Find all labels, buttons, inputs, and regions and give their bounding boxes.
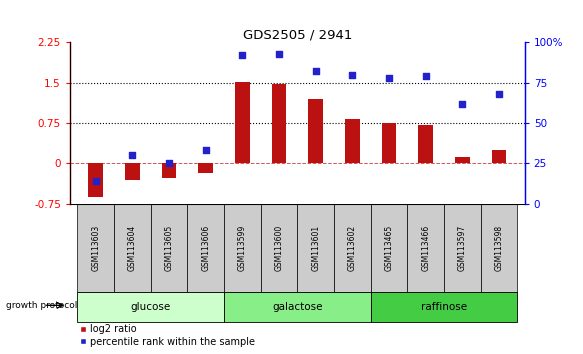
Text: GSM113598: GSM113598 — [494, 225, 504, 271]
Point — [384, 75, 394, 81]
Bar — [235, 82, 250, 163]
Text: GSM113603: GSM113603 — [91, 225, 100, 271]
Point — [458, 101, 467, 107]
Bar — [491, 150, 507, 163]
Text: galactose: galactose — [272, 302, 322, 312]
Bar — [308, 99, 323, 163]
Text: GSM113599: GSM113599 — [238, 225, 247, 271]
Point — [128, 152, 137, 158]
Bar — [334, 204, 371, 292]
Bar — [297, 204, 334, 292]
Bar — [224, 292, 371, 322]
Title: GDS2505 / 2941: GDS2505 / 2941 — [243, 28, 352, 41]
Point — [164, 160, 174, 166]
Text: GSM113605: GSM113605 — [164, 225, 174, 271]
Bar — [382, 123, 396, 163]
Text: GSM113600: GSM113600 — [275, 225, 283, 271]
Bar — [198, 163, 213, 173]
Bar — [419, 125, 433, 163]
Point — [421, 74, 430, 79]
Point — [347, 72, 357, 78]
Legend: log2 ratio, percentile rank within the sample: log2 ratio, percentile rank within the s… — [75, 320, 259, 351]
Bar — [481, 204, 517, 292]
Point — [275, 51, 284, 57]
Text: GSM113602: GSM113602 — [348, 225, 357, 271]
Bar — [88, 163, 103, 196]
Bar — [187, 204, 224, 292]
Bar — [272, 84, 286, 163]
Text: GSM113606: GSM113606 — [201, 225, 210, 271]
Bar — [261, 204, 297, 292]
Bar — [150, 204, 187, 292]
Point — [311, 69, 320, 74]
Bar — [371, 292, 517, 322]
Point — [494, 91, 504, 97]
Text: GSM113597: GSM113597 — [458, 225, 467, 271]
Point — [201, 148, 210, 153]
Bar — [371, 204, 408, 292]
Text: raffinose: raffinose — [421, 302, 467, 312]
Bar — [114, 204, 150, 292]
Text: growth protocol: growth protocol — [6, 301, 77, 310]
Bar — [78, 292, 224, 322]
Text: GSM113465: GSM113465 — [385, 225, 394, 271]
Bar — [408, 204, 444, 292]
Text: glucose: glucose — [131, 302, 171, 312]
Text: GSM113604: GSM113604 — [128, 225, 137, 271]
Bar — [345, 119, 360, 163]
Bar — [78, 204, 114, 292]
Point — [91, 178, 100, 184]
Bar — [125, 163, 140, 181]
Bar — [444, 204, 481, 292]
Point — [238, 52, 247, 58]
Text: GSM113601: GSM113601 — [311, 225, 320, 271]
Bar — [161, 163, 176, 178]
Bar — [455, 157, 470, 163]
Bar — [224, 204, 261, 292]
Text: GSM113466: GSM113466 — [421, 225, 430, 271]
